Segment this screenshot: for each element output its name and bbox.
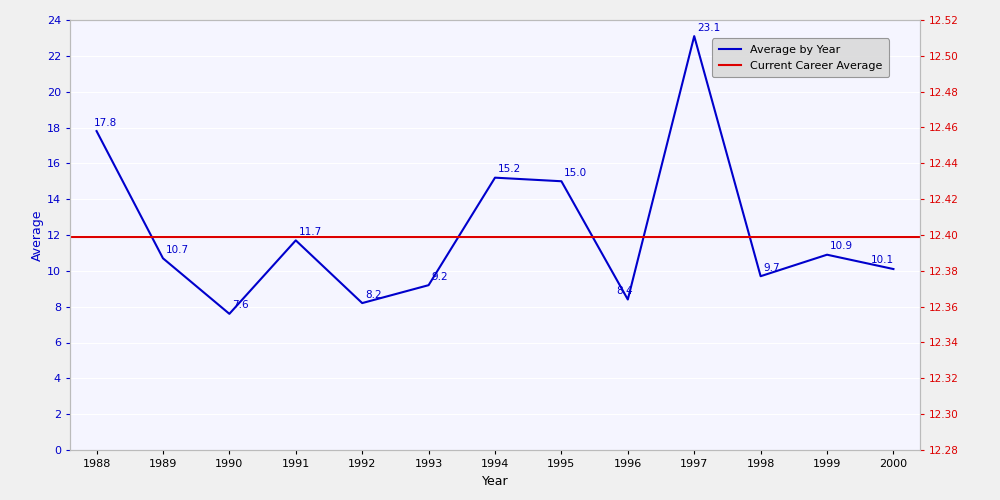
Text: 8.4: 8.4 xyxy=(617,286,633,296)
Text: 17.8: 17.8 xyxy=(94,118,117,128)
Text: 10.9: 10.9 xyxy=(830,241,853,251)
Text: 11.7: 11.7 xyxy=(299,227,322,237)
Text: 9.2: 9.2 xyxy=(431,272,448,281)
Y-axis label: Average: Average xyxy=(31,209,44,261)
Text: 9.7: 9.7 xyxy=(763,262,780,272)
Text: 8.2: 8.2 xyxy=(365,290,382,300)
X-axis label: Year: Year xyxy=(482,474,508,488)
Text: 10.1: 10.1 xyxy=(871,256,894,266)
Text: 7.6: 7.6 xyxy=(232,300,249,310)
Legend: Average by Year, Current Career Average: Average by Year, Current Career Average xyxy=(712,38,889,78)
Text: 23.1: 23.1 xyxy=(697,22,720,32)
Text: 10.7: 10.7 xyxy=(166,244,189,254)
Text: 15.2: 15.2 xyxy=(498,164,521,174)
Text: 15.0: 15.0 xyxy=(564,168,587,177)
